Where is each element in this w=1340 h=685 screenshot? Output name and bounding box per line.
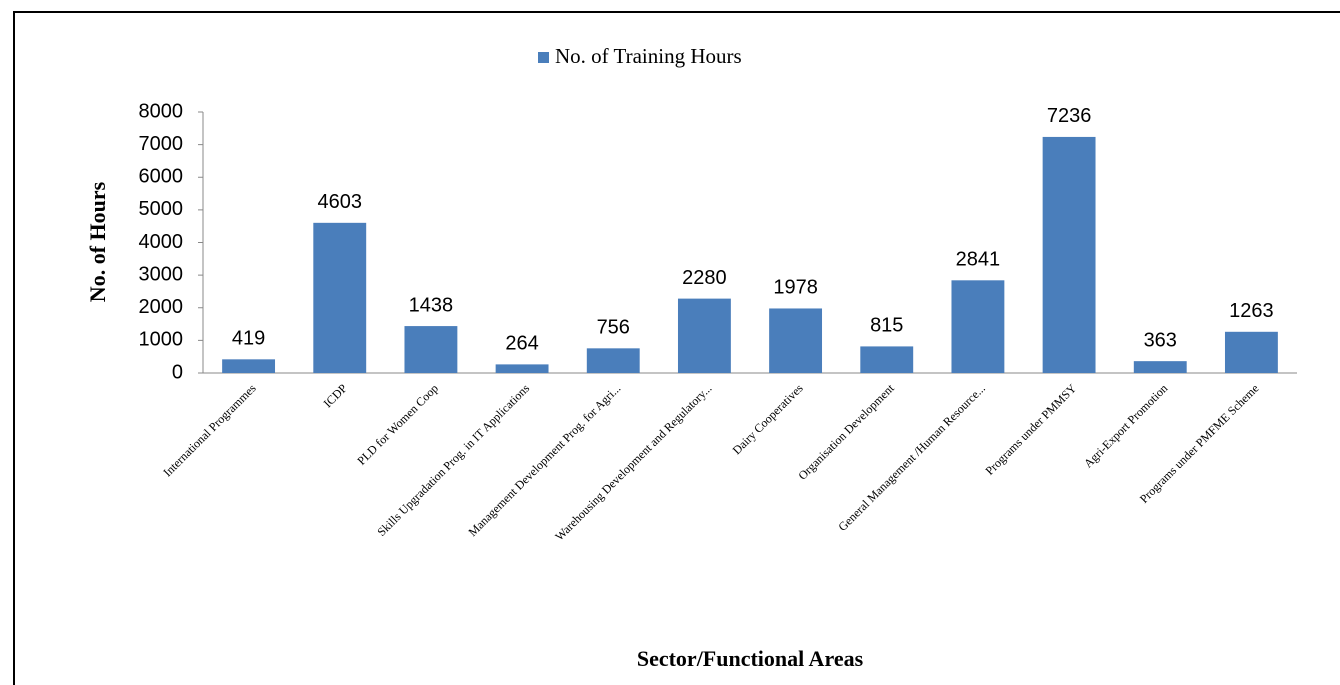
bar (404, 326, 458, 373)
y-tick-label: 1000 (139, 329, 184, 351)
value-label: 7236 (1047, 105, 1092, 127)
value-label: 1263 (1229, 300, 1274, 322)
value-label: 4603 (318, 191, 363, 213)
bar (860, 346, 914, 373)
y-axis-label: No. of Hours (85, 181, 110, 302)
x-tick-label: Programs under PMMSY (983, 381, 1080, 478)
value-label: 1978 (773, 277, 818, 299)
x-tick-label: International Programmes (160, 381, 258, 479)
x-tick-label: ICDP (321, 381, 350, 410)
x-tick-label: General Management /Human Resource... (835, 381, 988, 534)
value-label: 363 (1144, 329, 1177, 351)
bar (1042, 136, 1096, 373)
y-tick-label: 0 (172, 361, 183, 383)
bar (313, 222, 367, 373)
bar (951, 280, 1005, 373)
frame (13, 11, 1340, 685)
bar (495, 364, 549, 373)
bar (1133, 361, 1187, 373)
y-tick-label: 5000 (139, 198, 184, 220)
value-label: 815 (870, 315, 903, 337)
x-tick-label: Dairy Cooperatives (730, 381, 806, 457)
x-tick-label: PLD for Women Coop (354, 381, 441, 468)
bar (769, 308, 823, 373)
value-label: 2841 (956, 249, 1001, 271)
value-label: 756 (597, 317, 630, 339)
x-tick-label: Organisation Development (795, 381, 897, 483)
legend-swatch (538, 52, 549, 63)
value-label: 2280 (682, 267, 727, 289)
y-tick-label: 8000 (139, 100, 184, 122)
x-tick-label: Warehousing Development and Regulatory..… (552, 381, 714, 543)
bar (1224, 331, 1278, 373)
x-tick-label: Skills Upgradation Prog. in IT Applicati… (374, 381, 532, 539)
value-label: 419 (232, 328, 265, 350)
bar (677, 298, 731, 373)
bar (586, 348, 640, 373)
value-label: 264 (505, 333, 538, 355)
y-tick-label: 2000 (139, 296, 184, 318)
x-axis-label: Sector/Functional Areas (637, 646, 864, 671)
y-tick-label: 6000 (139, 166, 184, 188)
bar (222, 359, 276, 373)
y-tick-label: 7000 (139, 133, 184, 155)
value-label: 1438 (409, 294, 454, 316)
x-tick-label: Management Development Prog. for Agri... (465, 381, 623, 539)
y-tick-label: 3000 (139, 263, 184, 285)
legend-label: No. of Training Hours (555, 44, 742, 68)
x-tick-label: Agri-Export Promotion (1081, 381, 1170, 470)
y-tick-label: 4000 (139, 231, 184, 253)
